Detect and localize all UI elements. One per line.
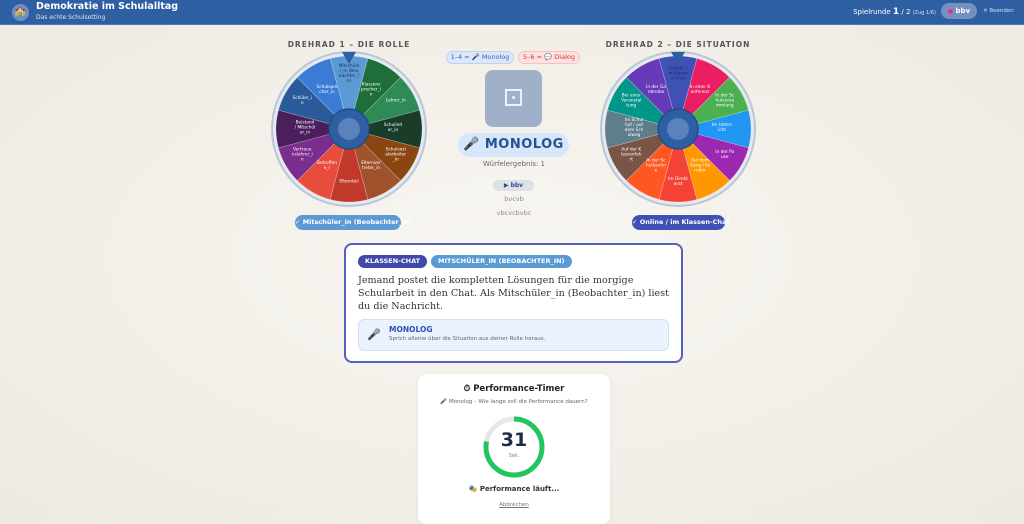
wheel-segment-label: Schulsprecher_in — [316, 84, 338, 95]
wheel-segment-label: Klassensprecher_in — [361, 82, 381, 98]
wheel-segment-label: Bei einer Veranstaltung — [621, 93, 642, 109]
dice-result: Würfelergebnis: 1 — [482, 160, 546, 168]
role-wheel[interactable]: Mitschüler_in (Beobachter_in) Klassenspre… — [270, 50, 428, 208]
wheel-segment-label: Schüler_in — [292, 96, 312, 106]
timer-ring — [483, 416, 545, 478]
school-icon: 🏫 — [12, 4, 29, 21]
wheel-segment — [296, 127, 350, 200]
wheel2-result: ✓ Online / im Klassen-Chat — [632, 215, 730, 230]
wheel-segment — [275, 109, 351, 149]
wheel-segment-label: Im Schulhof / auf dem Schulweg — [624, 118, 644, 138]
tag-role: MITSCHÜLER_IN (BEOBACHTER_IN) — [431, 255, 572, 268]
wheel-segment-label: In der Schulversammlung — [715, 93, 735, 109]
mode-badge: 🎤 MONOLOG — [458, 133, 569, 157]
wheel-segment-label: Lehrer_in — [385, 98, 406, 104]
wheel-segment — [278, 76, 351, 130]
timer-seconds: 31 — [500, 429, 528, 451]
wheel-segment-label: In einer Konferenz — [689, 84, 711, 95]
wheel-segment — [348, 58, 402, 131]
wheel-segment — [607, 128, 680, 182]
wheel-segment — [329, 127, 369, 203]
wheel-segment-label: In der Pause — [715, 150, 735, 160]
wheel-segment — [625, 58, 679, 131]
wheel-segment-label: Schulsozialarbeiter_in — [385, 147, 407, 163]
performance-icon: 🎭 — [468, 485, 478, 493]
mode-title: MONOLOG — [389, 325, 433, 334]
wheel-segment — [604, 109, 680, 149]
play-button[interactable]: ▶ bbv — [493, 180, 534, 191]
microphone-icon: 🎤 — [367, 328, 381, 341]
wheel-segment-label: Im Direktorat — [668, 177, 688, 187]
wheel-segment-label: Online / im Klassen-Chat — [668, 66, 688, 82]
end-button[interactable]: ✕ Beenden — [983, 8, 1014, 14]
wheel-segment-label: Betroffene_r — [317, 161, 337, 172]
wheel-segment-label: Im Unterricht — [711, 123, 733, 133]
wheel-segment-label: Elternvertreter_in — [361, 161, 381, 172]
wheel-segment — [625, 127, 679, 200]
wheel-segment — [676, 128, 749, 182]
situation-text: Jemand postet die kompletten Lösungen fü… — [358, 275, 670, 312]
wheel-segment — [676, 76, 749, 130]
wheel-segment — [607, 76, 680, 130]
wheel-segment-label: Elternteil — [339, 179, 359, 185]
wheel-segment — [278, 128, 351, 182]
wheel1-title: DREHRAD 1 – DIE ROLLE — [287, 40, 411, 49]
user-button[interactable]: ● bbv — [941, 3, 977, 19]
mode-description: Sprich alleine über die Situation aus de… — [389, 336, 546, 342]
wheel-segment — [296, 58, 350, 131]
note-2: vbcvcbvbc — [496, 209, 532, 217]
situation-wheel[interactable]: Online / im Klassen-Chat In einer Konfere… — [599, 50, 757, 208]
wheel-segment — [348, 127, 402, 200]
wheel-segment — [677, 127, 731, 200]
wheel-segment — [676, 109, 752, 149]
wheel-segment — [347, 109, 423, 149]
header-bar: 🏫 Demokratie im Schulalltag Das echte Sc… — [0, 0, 1024, 25]
wheel2-title: DREHRAD 2 – DIE SITUATION — [605, 40, 751, 49]
wheel-segment-label: Auf der Klassenfahrt — [620, 147, 642, 163]
app-subtitle: Das echte Schulsetting — [36, 14, 106, 21]
timer-subtitle: 🎤 Monolog – Wie lange soll die Performan… — [440, 399, 588, 405]
wheel-segment — [347, 76, 420, 130]
timer-status: 🎭 Performance läuft... — [468, 485, 560, 493]
round-indicator: Spielrunde 1 / 2 (Zug 1/6) — [853, 7, 936, 17]
tag-row: KLASSEN-CHAT MITSCHÜLER_IN (BEOBACHTER_I… — [358, 255, 669, 268]
tag-situation: KLASSEN-CHAT — [358, 255, 428, 268]
timer-unit: Sek. — [508, 453, 520, 459]
wheel-segment — [347, 128, 420, 182]
dice-face-icon — [505, 89, 522, 106]
timer-title: ⏱ Performance-Timer — [463, 384, 565, 394]
cancel-link[interactable]: Abbrechen — [499, 502, 529, 508]
wheel-segment-label: In der Schulkantine — [645, 158, 666, 174]
legend-dialog: 5–6 = 💬 Dialog — [518, 51, 580, 64]
dice[interactable] — [485, 70, 542, 127]
wheel-segment-label: Schulleiter_in — [383, 123, 403, 133]
wheel-pointer-icon — [671, 52, 685, 64]
situation-card: KLASSEN-CHAT MITSCHÜLER_IN (BEOBACHTER_I… — [344, 243, 683, 363]
user-dot-icon: ● — [947, 8, 954, 15]
wheel-segment-label: Beistand / Mitschüler_in — [294, 120, 316, 136]
mode-info: 🎤 MONOLOG Sprich alleine über die Situat… — [358, 319, 669, 351]
wheel1-result: ✓ Mitschüler_in (Beobachter_in) — [295, 215, 412, 230]
wheel-segment-label: Auf dem Gang / Korridor — [689, 158, 711, 174]
legend-monolog: 1–4 = 🎤 Monolog — [446, 51, 514, 64]
app-title: Demokratie im Schulalltag — [36, 1, 179, 12]
wheel-segment — [677, 58, 731, 131]
wheel-segment-label: Vertrauenslehrer_in — [291, 147, 313, 163]
wheel-segment-label: In der Garderobe — [646, 84, 666, 95]
wheel-pointer-icon — [342, 52, 356, 64]
wheel-segment-label: Mitschüler_in (Beobachter_in) — [338, 64, 360, 84]
performance-timer: ⏱ Performance-Timer 🎤 Monolog – Wie lang… — [418, 374, 610, 524]
note-1: bvcvb — [504, 195, 524, 203]
wheel-segment — [658, 127, 698, 203]
